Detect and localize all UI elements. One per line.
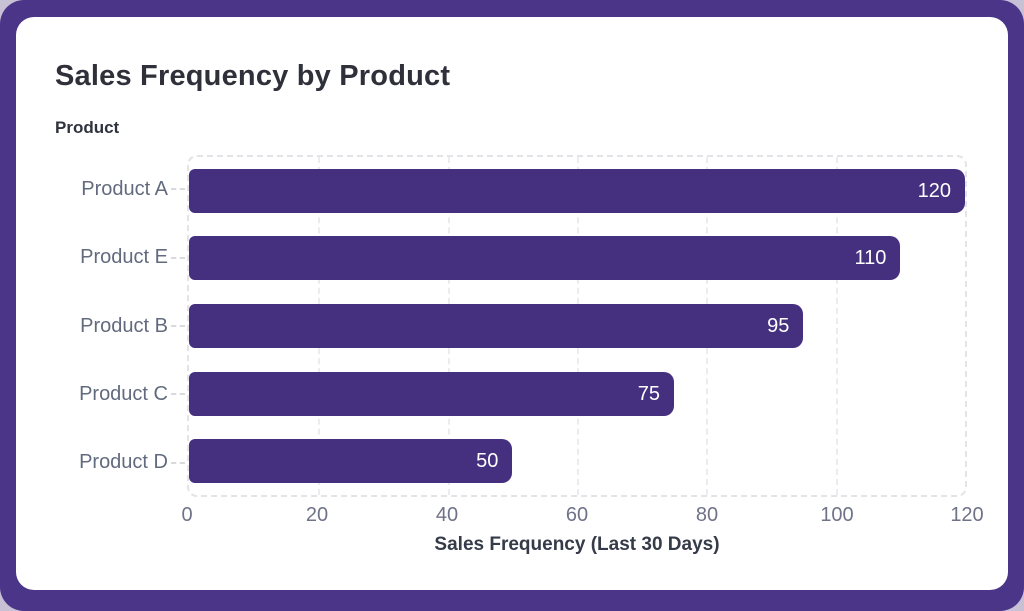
x-tick-label-40: 40 <box>435 504 459 526</box>
x-tick-label-80: 80 <box>695 504 719 526</box>
bar-product-d[interactable]: 50 <box>189 439 513 484</box>
bar-row-4: 50 <box>189 427 965 495</box>
y-label-row-0: Product A <box>16 155 168 223</box>
y-label-row-4: Product D <box>16 429 168 497</box>
y-tick-dash-1 <box>171 256 185 259</box>
bar-product-c[interactable]: 75 <box>189 371 674 416</box>
bar-value-label: 110 <box>854 247 887 270</box>
x-tick-label-0: 0 <box>181 504 193 526</box>
bar-product-e[interactable]: 110 <box>189 236 901 281</box>
y-label-row-1: Product E <box>16 223 168 291</box>
bar-value-label: 50 <box>476 450 499 473</box>
bar-rows: 120 110 95 75 50 <box>189 157 965 495</box>
bar-row-1: 110 <box>189 225 965 293</box>
bar-value-label: 120 <box>917 179 951 202</box>
bar-value-label: 95 <box>767 314 790 337</box>
y-tick-dash-0 <box>171 188 185 191</box>
bar-product-a[interactable]: 120 <box>189 168 965 213</box>
y-axis-ticks <box>171 155 185 497</box>
y-label-product-b: Product B <box>80 314 168 337</box>
bar-product-b[interactable]: 95 <box>189 303 804 348</box>
bar-row-2: 95 <box>189 292 965 360</box>
bar-value-label: 75 <box>637 382 660 405</box>
y-tick-dash-2 <box>171 325 185 328</box>
y-axis-labels: Product A Product E Product B Product C Prod… <box>16 155 168 497</box>
chart-title: Sales Frequency by Product <box>55 60 451 92</box>
x-tick-label-100: 100 <box>820 504 854 526</box>
y-label-product-e: Product E <box>80 246 168 269</box>
y-label-row-2: Product B <box>16 292 168 360</box>
x-tick-label-20: 20 <box>305 504 329 526</box>
bar-row-3: 75 <box>189 360 965 428</box>
y-tick-dash-3 <box>171 393 185 396</box>
x-tick-label-120: 120 <box>950 504 984 526</box>
x-tick-label-60: 60 <box>565 504 589 526</box>
x-axis: 0 20 40 60 80 100 120 <box>181 504 983 530</box>
gridline-100 <box>835 157 838 495</box>
y-label-row-3: Product C <box>16 360 168 428</box>
bar-row-0: 120 <box>189 157 965 225</box>
x-axis-title: Sales Frequency (Last 30 Days) <box>434 534 720 555</box>
chart-card: Sales Frequency by Product Product Produ… <box>16 17 1008 590</box>
y-axis-title: Product <box>55 118 120 137</box>
y-label-product-d: Product D <box>79 451 168 474</box>
plot-area: 120 110 95 75 50 <box>187 155 967 497</box>
y-label-product-c: Product C <box>79 382 168 405</box>
y-tick-dash-4 <box>171 461 185 464</box>
y-label-product-a: Product A <box>81 177 168 200</box>
